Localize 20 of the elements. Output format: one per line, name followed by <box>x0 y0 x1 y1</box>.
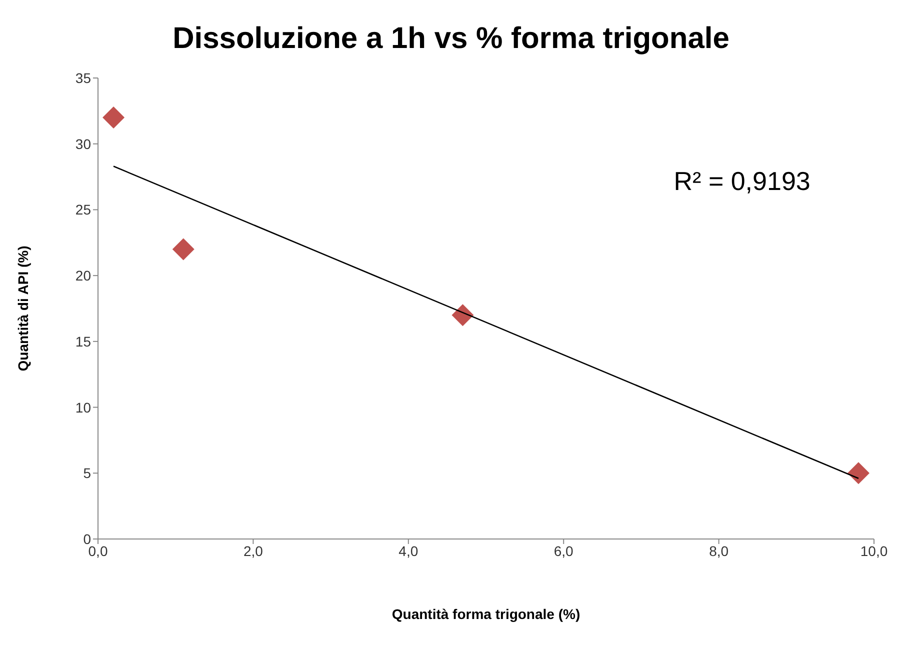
y-tick-label: 15 <box>75 333 92 350</box>
point <box>452 304 474 326</box>
point <box>847 462 870 484</box>
x-tick-label: 10,0 <box>860 542 888 559</box>
x-tick-label: 4,0 <box>398 542 418 559</box>
x-tick-label: 2,0 <box>243 542 264 559</box>
point <box>172 238 194 260</box>
y-tick-label: 35 <box>75 70 92 86</box>
y-tick-label: 25 <box>75 202 92 218</box>
annotation: R² = 0,9193 <box>674 166 810 196</box>
point <box>102 106 125 129</box>
x-axis-title: Quantità forma trigonale (%) <box>392 606 580 622</box>
y-tick-label: 20 <box>75 268 92 284</box>
x-tick-label: 8,0 <box>709 542 729 559</box>
y-tick-label: 10 <box>75 399 92 416</box>
y-axis-title: Quantità di API (%) <box>14 246 31 372</box>
y-tick-label: 5 <box>83 465 92 482</box>
chart-title: Dissoluzione a 1h vs % forma trigonale <box>172 22 730 55</box>
y-tick-label: 30 <box>75 136 92 152</box>
x-tick-label: 6,0 <box>554 542 574 559</box>
